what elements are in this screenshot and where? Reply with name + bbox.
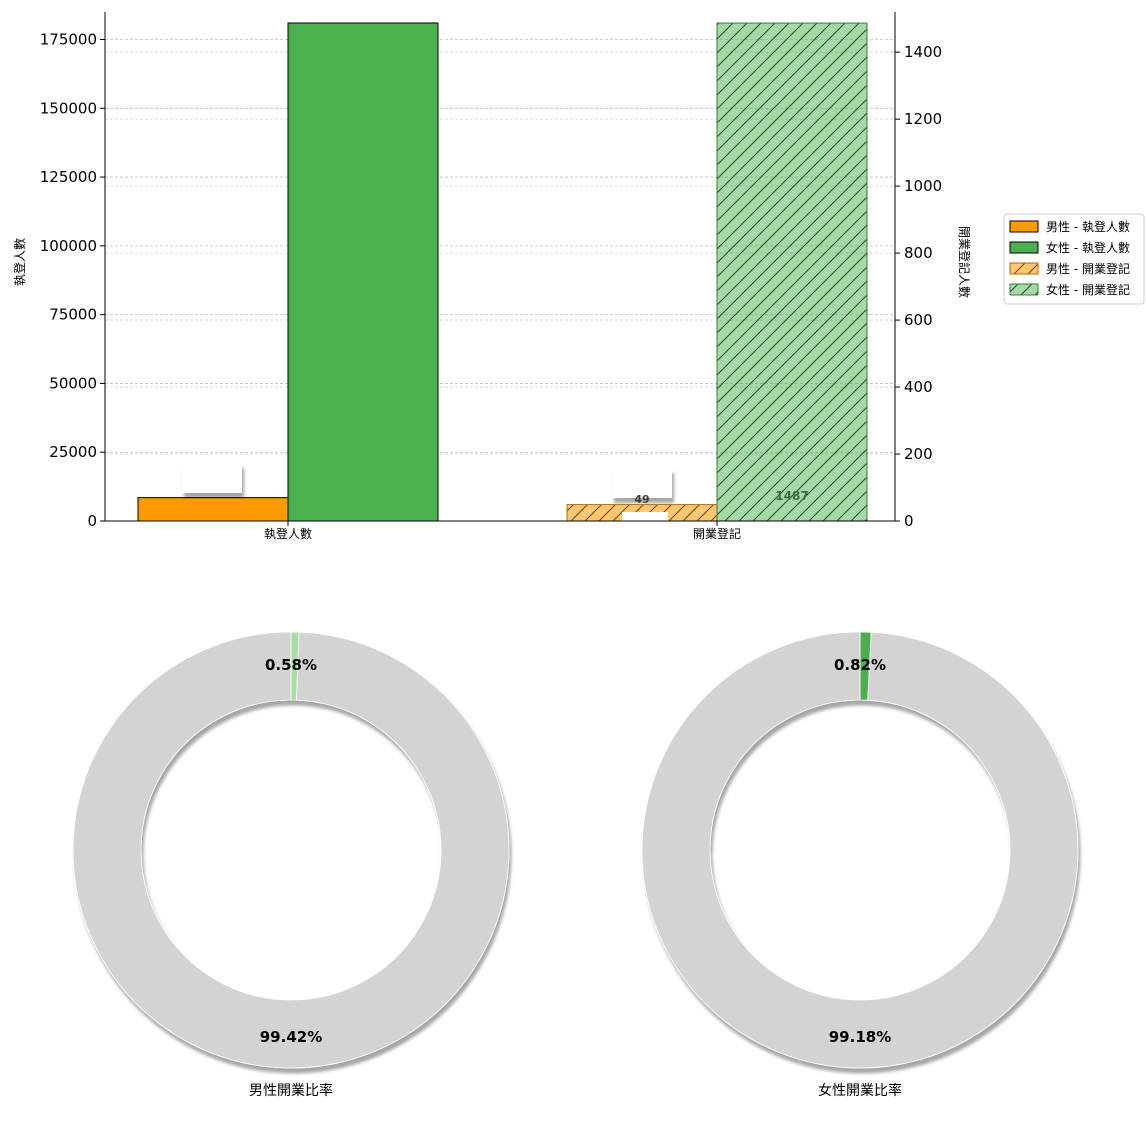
- left-axis-label: 執登人數: [12, 238, 27, 286]
- donut-label-small-2: 0.82%: [834, 656, 886, 674]
- bar-3: [716, 22, 868, 522]
- left-tick-label-5: 125000: [40, 168, 97, 186]
- bar-1: [287, 22, 439, 522]
- donut-label-large-2: 99.18%: [829, 1028, 891, 1046]
- right-tick-label-1: 200: [904, 445, 933, 463]
- donut-label-large-1: 99.42%: [260, 1028, 322, 1046]
- right-tick-label-4: 800: [904, 244, 933, 262]
- donut-chart-male: 0.58% 99.42% 男性開業比率: [72, 631, 510, 1099]
- donut-title-1: 男性開業比率: [249, 1082, 333, 1099]
- label-box-3: [622, 512, 668, 524]
- donut-ring-1: [72, 631, 510, 1069]
- left-tick-label-4: 100000: [40, 237, 97, 255]
- donut-title-2: 女性開業比率: [818, 1082, 902, 1099]
- label-box-2: [612, 468, 672, 498]
- bar-data-labels: 49 1487: [634, 489, 808, 506]
- right-tick-label-7: 1400: [904, 43, 942, 61]
- right-tick-label-3: 600: [904, 311, 933, 329]
- right-tick-label-2: 400: [904, 378, 933, 396]
- bar-0: [137, 497, 289, 522]
- legend-label-1: 女性 - 執登人數: [1046, 240, 1130, 255]
- donut-chart-female: 0.82% 99.18% 女性開業比率: [641, 631, 1079, 1099]
- label-box-1: [182, 463, 242, 493]
- x-tick-label-1: 開業登記: [693, 526, 741, 541]
- data-label-male-practice: 49: [634, 493, 649, 506]
- left-tick-label-7: 175000: [40, 31, 97, 49]
- left-tick-label-0: 0: [87, 512, 97, 530]
- donut-ring-2: [641, 631, 1079, 1069]
- legend-swatch-1: [1009, 241, 1039, 254]
- right-tick-label-0: 0: [904, 512, 914, 530]
- legend-label-2: 男性 - 開業登記: [1046, 261, 1130, 276]
- legend-swatch-2: [1009, 262, 1039, 275]
- donut-slice-2-1: [641, 631, 1079, 1069]
- legend-swatch-3: [1009, 283, 1039, 296]
- left-tick-label-1: 25000: [49, 443, 97, 461]
- legend-label-0: 男性 - 執登人數: [1046, 219, 1130, 234]
- bars: [137, 22, 868, 524]
- left-tick-label-3: 75000: [49, 306, 97, 324]
- right-tick-label-5: 1000: [904, 177, 942, 195]
- legend-label-3: 女性 - 開業登記: [1046, 282, 1130, 297]
- x-tick-label-0: 執登人數: [264, 526, 312, 541]
- donut-slice-1-1: [72, 631, 510, 1069]
- axes: 0 25000 50000 75000 100000 125000 150000 175000…: [40, 12, 942, 541]
- donut-label-small-1: 0.58%: [265, 656, 317, 674]
- right-tick-label-6: 1200: [904, 110, 942, 128]
- data-label-female-practice: 1487: [775, 489, 808, 503]
- legend-frame: [1003, 213, 1145, 305]
- bar-chart: 0 25000 50000 75000 100000 125000 150000 175000…: [12, 12, 1145, 541]
- left-tick-label-6: 150000: [40, 99, 97, 117]
- left-tick-label-2: 50000: [49, 374, 97, 392]
- legend-swatch-0: [1009, 220, 1039, 233]
- right-axis-label: 開業登記人數: [957, 226, 972, 298]
